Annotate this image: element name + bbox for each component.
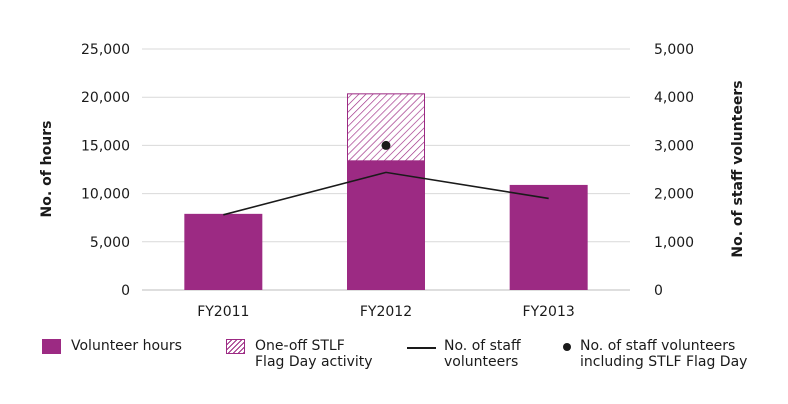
- x-tick-label: FY2011: [197, 304, 249, 320]
- line-staff-volunteers: [223, 171, 549, 216]
- y-tick-label-right: 3,000: [654, 138, 694, 154]
- y-tick-label-right: 5,000: [654, 42, 694, 58]
- tick-labels: 0 0 5,000 1,000 10,000 2,000 15,000 3,000 20,000…: [81, 42, 694, 320]
- y-tick-label-left: 10,000: [81, 187, 130, 203]
- line-series: [223, 140, 549, 216]
- legend-item-volunteer-hours: Volunteer hours: [42, 338, 182, 354]
- y-axis-title-left: No. of hours: [39, 121, 55, 218]
- bar-volunteer-hours: [184, 213, 263, 290]
- legend-label-staff-volunteers-flag-day: No. of staff volunteers including STLF F…: [580, 338, 748, 370]
- legend-item-staff-volunteers-flag-day: No. of staff volunteers including STLF F…: [563, 338, 747, 370]
- y-tick-label-right: 2,000: [654, 187, 694, 203]
- y-tick-label-right: 4,000: [654, 90, 694, 106]
- y-axis-title-right: No. of staff volunteers: [730, 80, 746, 257]
- y-tick-label-left: 0: [121, 283, 130, 299]
- bar-volunteer-hours: [509, 184, 588, 290]
- y-tick-label-left: 20,000: [81, 90, 130, 106]
- legend-swatch-staff-volunteers: [407, 347, 436, 349]
- bar-volunteer-hours: [347, 160, 425, 290]
- bars: [184, 93, 588, 290]
- legend: Volunteer hours One-off STLF Flag Day ac…: [0, 338, 788, 398]
- legend-swatch-flag-day-activity: [226, 339, 245, 354]
- x-tick-label: FY2013: [523, 304, 575, 320]
- x-tick-label: FY2012: [360, 304, 412, 320]
- bar-flag-day-activity: [347, 93, 425, 162]
- legend-item-flag-day-activity: One-off STLF Flag Day activity: [226, 338, 373, 370]
- y-tick-label-right: 1,000: [654, 235, 694, 251]
- y-tick-label-left: 5,000: [90, 235, 130, 251]
- legend-label-flag-day-activity: One-off STLF Flag Day activity: [255, 338, 373, 370]
- legend-item-staff-volunteers: No. of staff volunteers: [407, 338, 521, 370]
- legend-label-volunteer-hours: Volunteer hours: [71, 338, 182, 354]
- y-tick-label-left: 25,000: [81, 42, 130, 58]
- y-tick-label-left: 15,000: [81, 138, 130, 154]
- chart: 0 0 5,000 1,000 10,000 2,000 15,000 3,000 20,000…: [39, 42, 746, 320]
- legend-swatch-staff-volunteers-flag-day: [563, 343, 571, 351]
- point-staff-volunteers-flag-day: [381, 140, 391, 150]
- y-tick-label-right: 0: [654, 283, 663, 299]
- legend-label-staff-volunteers: No. of staff volunteers: [444, 338, 521, 370]
- legend-swatch-volunteer-hours: [42, 339, 61, 354]
